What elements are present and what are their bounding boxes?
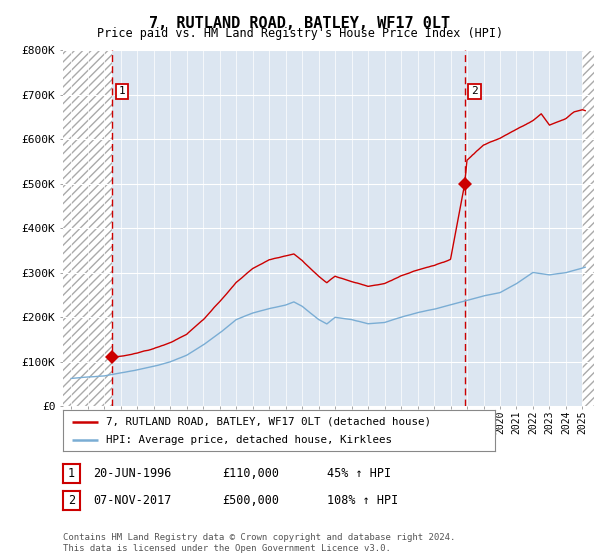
Bar [583,50,594,406]
Text: 7, RUTLAND ROAD, BATLEY, WF17 0LT: 7, RUTLAND ROAD, BATLEY, WF17 0LT [149,16,451,31]
Text: Contains HM Land Registry data © Crown copyright and database right 2024.
This d: Contains HM Land Registry data © Crown c… [63,533,455,553]
Text: £500,000: £500,000 [222,493,279,507]
Text: 1: 1 [119,86,125,96]
Text: 108% ↑ HPI: 108% ↑ HPI [327,493,398,507]
Text: £110,000: £110,000 [222,466,279,480]
Text: 7, RUTLAND ROAD, BATLEY, WF17 0LT (detached house): 7, RUTLAND ROAD, BATLEY, WF17 0LT (detac… [106,417,431,427]
Text: 07-NOV-2017: 07-NOV-2017 [93,493,172,507]
Text: Price paid vs. HM Land Registry's House Price Index (HPI): Price paid vs. HM Land Registry's House … [97,27,503,40]
Text: 2: 2 [471,86,478,96]
Bar [63,50,112,406]
Text: HPI: Average price, detached house, Kirklees: HPI: Average price, detached house, Kirk… [106,435,392,445]
Text: 20-JUN-1996: 20-JUN-1996 [93,466,172,480]
Text: 2: 2 [68,493,75,507]
Text: 1: 1 [68,466,75,480]
Text: 45% ↑ HPI: 45% ↑ HPI [327,466,391,480]
